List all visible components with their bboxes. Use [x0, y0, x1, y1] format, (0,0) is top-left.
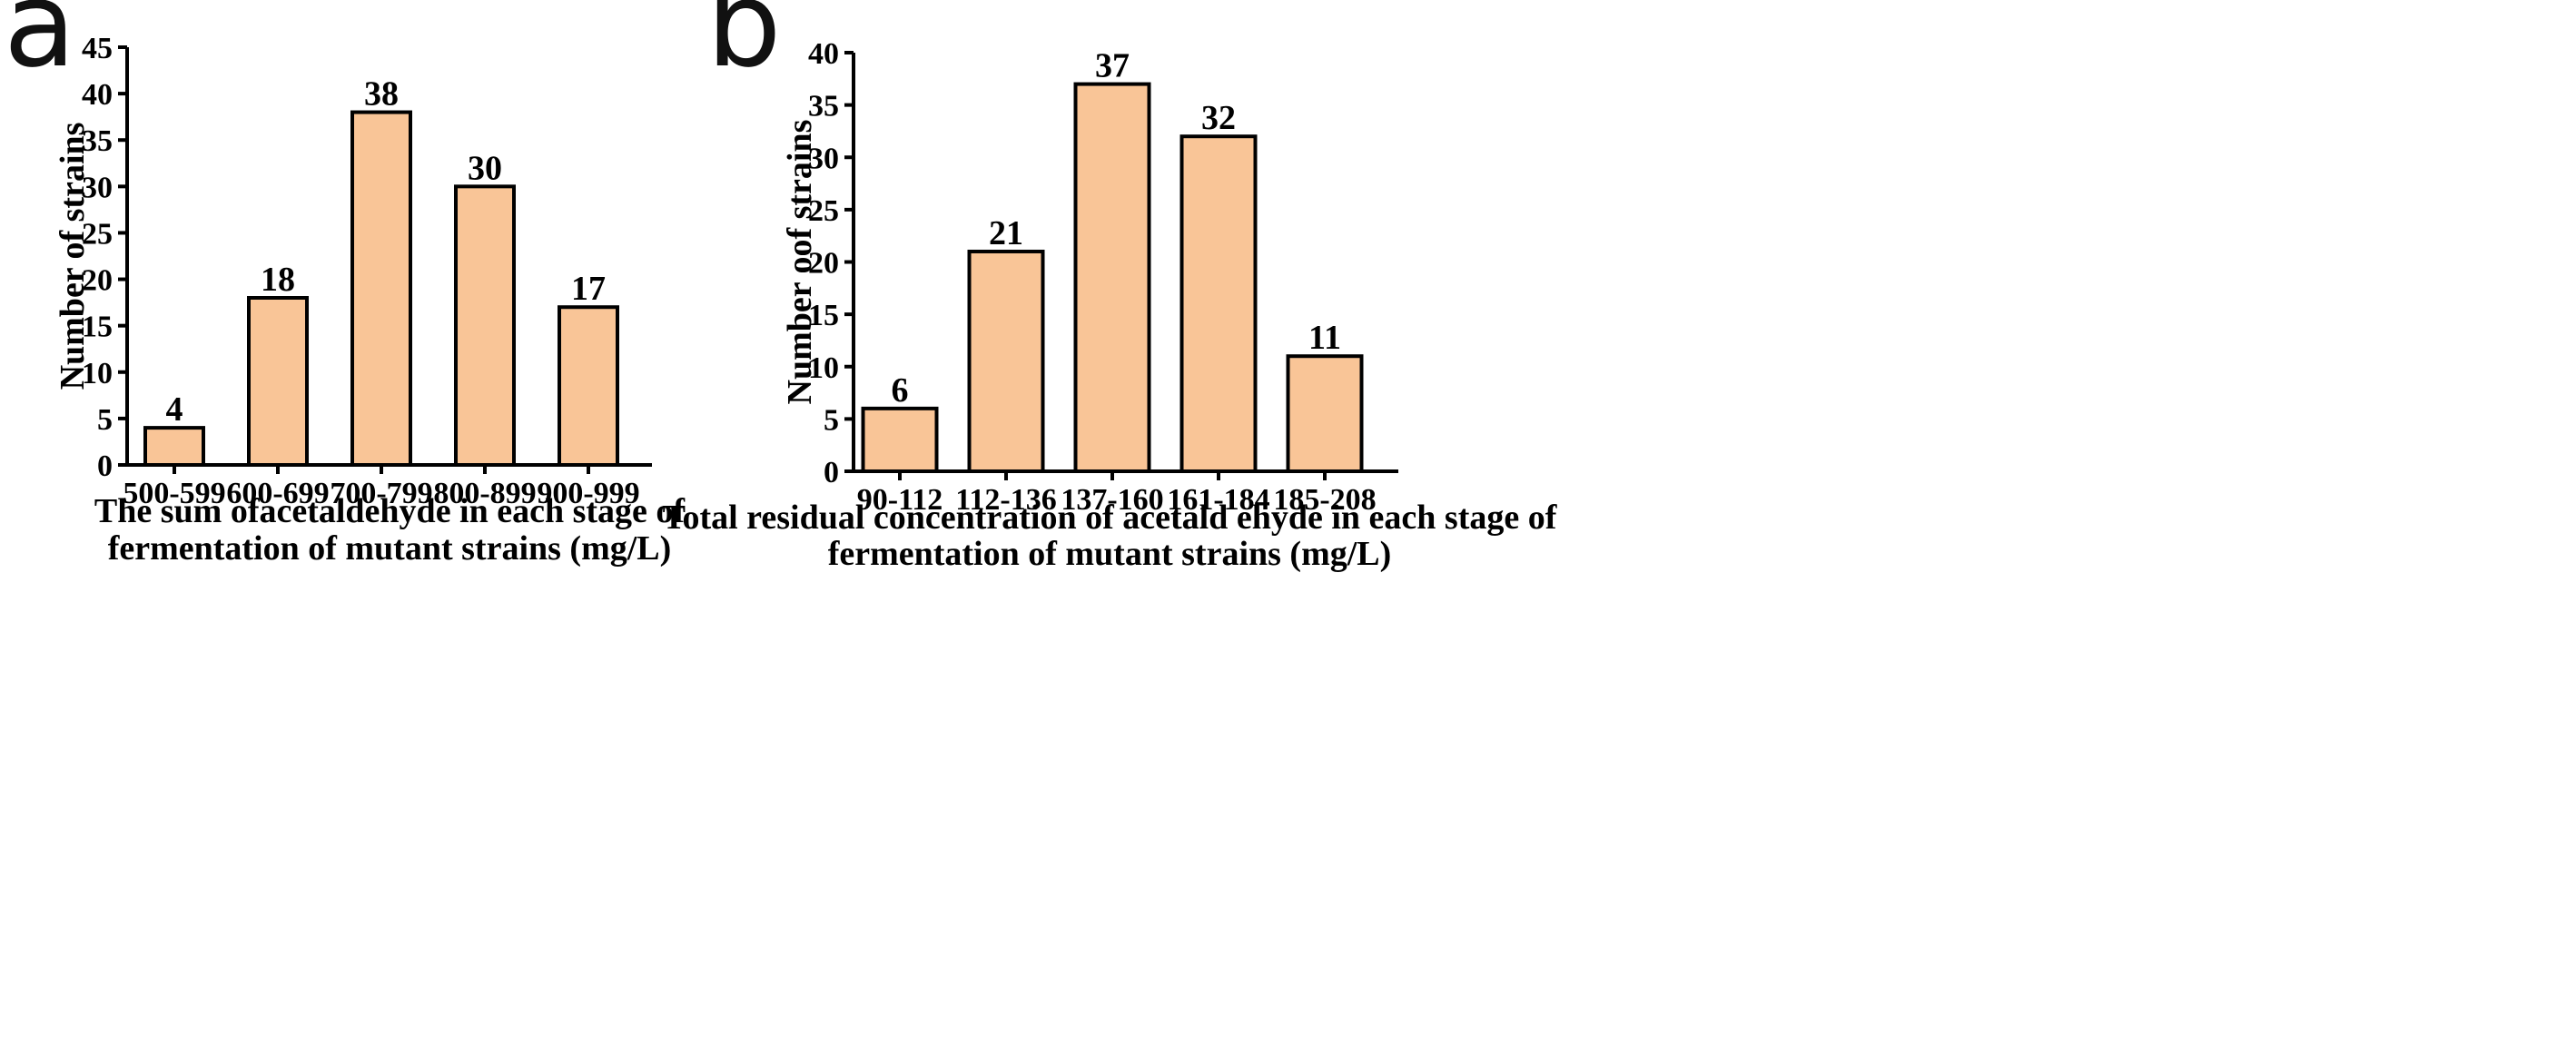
- panel-a-data-label: 4: [166, 390, 183, 429]
- panel-b-x-tick-label: 137-160: [1061, 483, 1163, 517]
- panel-a-y-tick-label: 45: [82, 32, 113, 65]
- panel-b-letter: b: [706, 0, 782, 94]
- panel-a-y-tick-label: 40: [82, 78, 113, 112]
- panel-a-data-label: 18: [261, 261, 295, 299]
- panel-b-bar: [1073, 82, 1151, 473]
- panel-a-x-axis-title-line2: fermentation of mutant strains (mg/L): [108, 529, 672, 568]
- panel-a-x-tick-label: 600-699: [226, 477, 329, 510]
- panel-b-x-tick-label: 90-112: [857, 483, 943, 517]
- panel-b-bar: [967, 249, 1045, 473]
- panel-b-x-axis-title-line1: Total residual concentration of acetald …: [663, 499, 1558, 537]
- panel-a-bar: [143, 426, 205, 468]
- panel-b-data-label: 11: [1308, 319, 1341, 357]
- panel-b-y-tick-label: 5: [824, 403, 839, 437]
- panel-b-y-tick-label: 20: [808, 247, 839, 281]
- panel-a-data-label: 30: [468, 149, 502, 187]
- panel-a-y-tick-label: 25: [82, 217, 113, 251]
- panel-b-x-axis-title-line2: fermentation of mutant strains (mg/L): [828, 535, 1392, 573]
- panel-b-x-tick-label: 161-184: [1167, 483, 1269, 517]
- panel-b-y-tick-label: 35: [808, 90, 839, 123]
- panel-a-letter: a: [4, 0, 76, 94]
- panel-a-x-tick-label: 700-799: [330, 477, 432, 510]
- panel-a-x-tick-label: 500-599: [123, 477, 225, 510]
- panel-b-bar: [861, 406, 939, 474]
- panel-a-bar: [558, 305, 619, 467]
- panel-b-y-axis-title: Number oof strains: [781, 120, 819, 405]
- panel-a: a 4 18 38 30 17 0 5 10 15 20 25 30 35 40 45 500-599 600-6…: [4, 0, 686, 568]
- panel-a-y-tick-label: 35: [82, 124, 113, 158]
- panel-a-data-label: 17: [571, 270, 606, 308]
- panel-b-x-tick-label: 112-136: [955, 483, 1056, 517]
- panel-a-bar: [454, 184, 516, 467]
- panel-b-bar: [1179, 134, 1258, 473]
- panel-b-y-tick-label: 30: [808, 142, 839, 175]
- panel-a-y-tick-label: 20: [82, 264, 113, 298]
- panel-a-y-tick-label: 0: [97, 449, 113, 483]
- panel-a-y-tick-label: 5: [97, 403, 113, 437]
- panel-b-y-tick-label: 10: [808, 351, 839, 385]
- panel-a-y-tick-label: 10: [82, 357, 113, 390]
- panel-b-bar: [1286, 354, 1364, 474]
- panel-a-y-axis-title: Number of strains: [54, 123, 92, 390]
- panel-a-x-tick-label: 800-899: [433, 477, 536, 510]
- panel-b-y-tick-label: 25: [808, 194, 839, 228]
- panel-b-y-tick-label: 0: [824, 456, 839, 489]
- panel-b-x-tick-label: 185-208: [1273, 483, 1376, 517]
- panel-a-x-axis-title-line1: The sum ofacetaldehyde in each stage of: [94, 492, 686, 530]
- panel-a-x-tick-label: 900-999: [537, 477, 639, 510]
- panel-b-data-label: 6: [892, 371, 909, 410]
- panel-b-data-label: 32: [1201, 99, 1236, 137]
- panel-b-data-label: 37: [1095, 47, 1130, 85]
- panel-a-bar: [247, 296, 309, 467]
- panel-b-data-label: 21: [989, 214, 1023, 252]
- panel-a-data-label: 38: [364, 75, 399, 114]
- panel-a-y-tick-label: 15: [82, 311, 113, 344]
- panel-b-y-tick-label: 15: [808, 299, 839, 332]
- panel-a-y-tick-label: 30: [82, 171, 113, 204]
- panel-b-y-tick-label: 40: [808, 37, 839, 71]
- panel-a-bar: [350, 110, 412, 468]
